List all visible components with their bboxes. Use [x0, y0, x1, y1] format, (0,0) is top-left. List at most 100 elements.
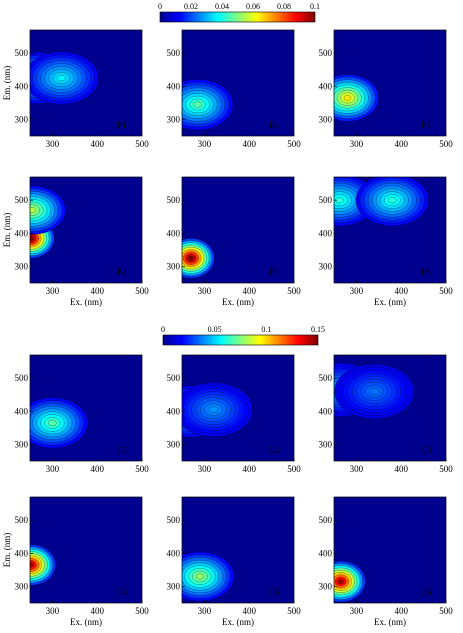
colorbar-tick-label: 0.02: [184, 2, 198, 11]
panel-P6: 300 400 500 300 400 500 P6 Ex. (nm): [319, 176, 453, 307]
x-axis-label: Ex. (nm): [374, 617, 406, 627]
panel-P5: 300 400 500 300 400 500 P5 Ex. (nm): [167, 176, 301, 307]
plot-frame: [181, 354, 295, 462]
y-tick-label: 400: [167, 548, 181, 558]
x-tick-label: 300: [198, 286, 212, 296]
plot-frame: [29, 496, 143, 604]
panel-C2: 300 400 500 300 400 500 C2: [167, 354, 301, 474]
y-tick-label: 300: [15, 581, 29, 591]
x-tick-label: 400: [90, 606, 104, 616]
plot-frame: [333, 176, 447, 284]
y-tick-label: 300: [167, 581, 181, 591]
panel-C4: 300 400 500 300 400 500 C4 Ex. (nm) Em. (nm): [2, 496, 149, 627]
peak-1-contour: [337, 579, 344, 584]
y-tick-label: 400: [15, 81, 29, 91]
x-tick-label: 400: [394, 464, 408, 474]
panel-C5: 300 400 500 300 400 500 C5 Ex. (nm): [167, 496, 301, 627]
x-tick-label: 300: [198, 606, 212, 616]
colorbar-2: 0 0.05 0.1 0.15: [161, 325, 325, 346]
panel-label: P1: [117, 120, 127, 130]
x-axis-label: Ex. (nm): [70, 297, 102, 307]
y-tick-label: 500: [167, 373, 181, 383]
y-tick-label: 300: [319, 439, 333, 449]
y-tick-label: 300: [167, 261, 181, 271]
heatmap-contours: [182, 238, 215, 279]
y-tick-label: 500: [319, 373, 333, 383]
x-tick-label: 500: [135, 606, 149, 616]
x-tick-label: 500: [287, 464, 301, 474]
y-tick-label: 500: [319, 195, 333, 205]
heatmap-contours: [334, 362, 415, 419]
y-tick-label: 500: [167, 515, 181, 525]
colorbars: 0 0.02 0.04 0.06 0.08 0.1 0 0.05 0.1 0.15: [158, 2, 325, 346]
plot-frame: [181, 29, 295, 137]
heatmap-contours: [182, 382, 253, 438]
y-tick-label: 300: [319, 114, 333, 124]
x-tick-label: 400: [90, 286, 104, 296]
heatmap-contours: [182, 79, 234, 130]
colorbar-tick-label: 0: [158, 2, 162, 11]
peak-1-contour: [343, 95, 352, 101]
heatmap-contours: [182, 551, 235, 602]
panel-P3: 300 400 500 300 400 500 P3: [319, 29, 453, 149]
x-tick-label: 500: [135, 464, 149, 474]
x-tick-label: 300: [46, 286, 60, 296]
y-tick-label: 500: [167, 48, 181, 58]
x-tick-label: 400: [242, 464, 256, 474]
x-tick-label: 400: [90, 139, 104, 149]
heatmap-contours: [30, 544, 56, 586]
y-axis-label: Em. (nm): [2, 213, 12, 248]
peak-2-contour: [30, 207, 37, 213]
x-tick-label: 400: [242, 606, 256, 616]
x-tick-label: 500: [135, 139, 149, 149]
peak-1-contour: [30, 235, 34, 241]
x-tick-label: 400: [90, 464, 104, 474]
y-tick-label: 300: [319, 261, 333, 271]
colorbar-tick-label: 0.04: [215, 2, 229, 11]
peak-2-contour: [369, 388, 379, 395]
y-tick-label: 500: [167, 195, 181, 205]
x-tick-label: 300: [350, 464, 364, 474]
x-tick-label: 300: [350, 606, 364, 616]
x-tick-label: 500: [287, 286, 301, 296]
x-tick-label: 400: [394, 606, 408, 616]
y-tick-label: 500: [15, 195, 29, 205]
plot-frame: [181, 176, 295, 284]
y-tick-label: 300: [167, 439, 181, 449]
x-tick-label: 500: [439, 606, 453, 616]
y-tick-label: 400: [319, 406, 333, 416]
y-tick-label: 500: [15, 48, 29, 58]
x-tick-label: 500: [287, 139, 301, 149]
panel-label: C6: [421, 587, 432, 597]
y-tick-label: 400: [167, 406, 181, 416]
x-axis-label: Ex. (nm): [70, 617, 102, 627]
y-tick-label: 500: [15, 515, 29, 525]
y-tick-label: 300: [167, 114, 181, 124]
y-tick-label: 300: [319, 581, 333, 591]
y-tick-label: 300: [15, 114, 29, 124]
peak-2-contour: [208, 406, 218, 413]
plot-frame: [29, 29, 143, 137]
y-tick-label: 400: [319, 548, 333, 558]
plot-frame: [181, 496, 295, 604]
peak-2-contour: [195, 573, 204, 580]
heatmap-contours: [30, 51, 99, 105]
peak-1-contour: [48, 419, 57, 426]
heatmap-background: [30, 497, 142, 603]
x-tick-label: 400: [242, 286, 256, 296]
colorbar-tick-label: 0.06: [246, 2, 260, 11]
y-tick-label: 400: [167, 228, 181, 238]
y-tick-label: 500: [319, 515, 333, 525]
heatmap-contours: [334, 177, 429, 227]
panel-label: P4: [117, 267, 127, 277]
colorbar-tick-label: 0.08: [277, 2, 291, 11]
panel-label: C1: [117, 445, 128, 455]
colorbar-gradient: [159, 11, 316, 23]
peak-2-contour: [57, 74, 66, 82]
y-tick-label: 400: [15, 548, 29, 558]
x-tick-label: 300: [198, 464, 212, 474]
x-tick-label: 500: [135, 286, 149, 296]
x-tick-label: 400: [242, 139, 256, 149]
x-tick-label: 500: [287, 606, 301, 616]
panel-label: P6: [421, 267, 431, 277]
